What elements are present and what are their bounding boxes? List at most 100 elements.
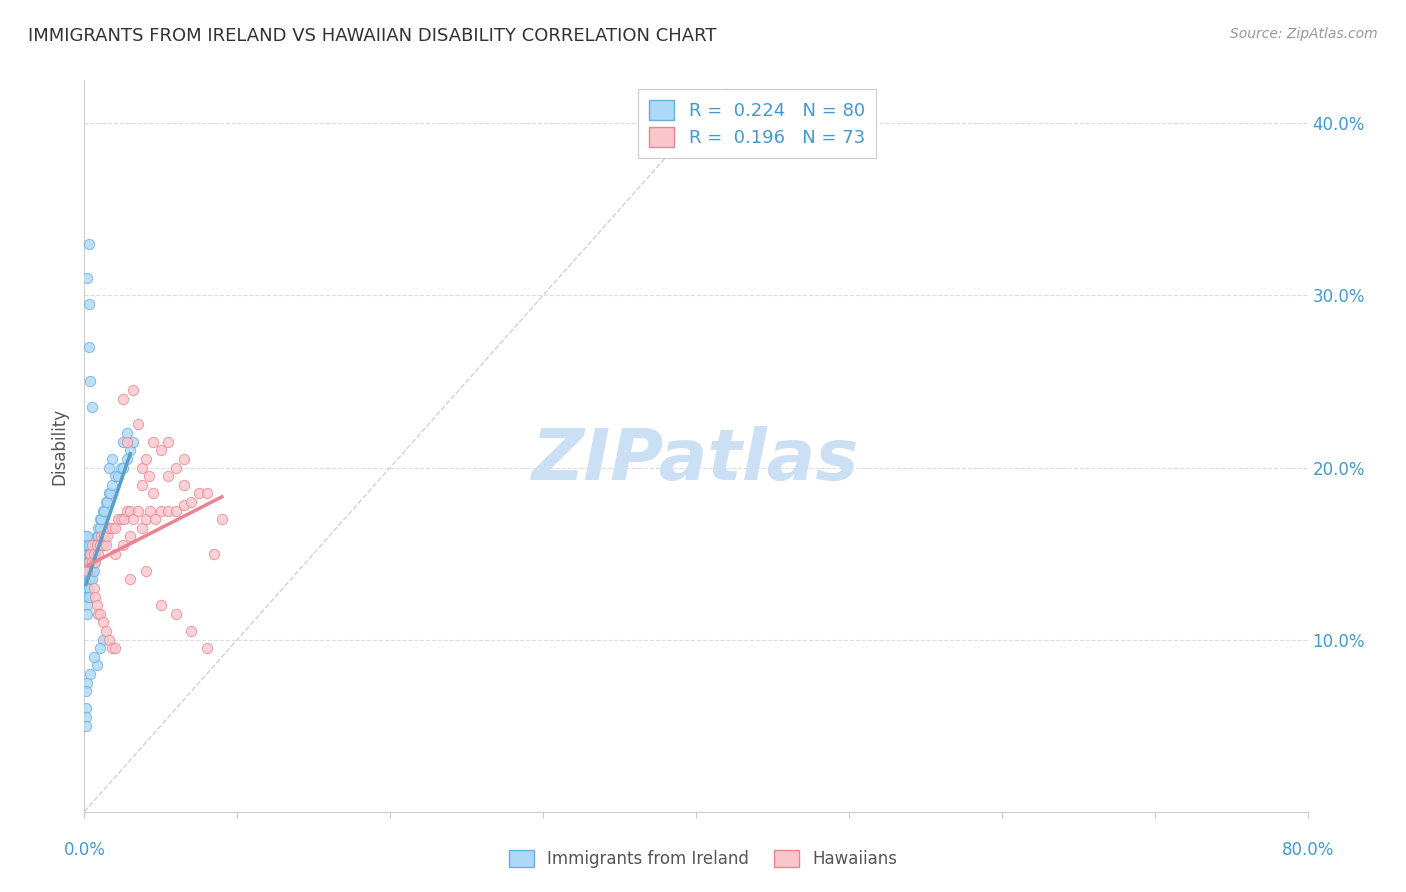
Point <box>91 538 114 552</box>
Text: IMMIGRANTS FROM IRELAND VS HAWAIIAN DISABILITY CORRELATION CHART: IMMIGRANTS FROM IRELAND VS HAWAIIAN DISA… <box>28 27 717 45</box>
Point <box>104 547 127 561</box>
Point <box>83 555 105 569</box>
Point <box>94 495 117 509</box>
Point <box>83 547 105 561</box>
Point <box>115 451 138 466</box>
Point <box>83 581 105 595</box>
Point <box>77 590 100 604</box>
Point <box>138 469 160 483</box>
Point <box>79 375 101 389</box>
Point <box>94 538 117 552</box>
Point <box>149 443 172 458</box>
Point <box>86 598 108 612</box>
Point <box>87 547 110 561</box>
Point <box>79 564 101 578</box>
Point <box>149 598 172 612</box>
Point <box>104 641 127 656</box>
Point <box>86 538 108 552</box>
Point <box>77 573 100 587</box>
Point <box>80 555 103 569</box>
Point <box>79 555 101 569</box>
Point <box>173 477 195 491</box>
Point <box>79 573 101 587</box>
Point <box>127 503 149 517</box>
Legend: R =  0.224   N = 80, R =  0.196   N = 73: R = 0.224 N = 80, R = 0.196 N = 73 <box>638 89 876 158</box>
Point <box>101 451 124 466</box>
Point <box>84 547 107 561</box>
Point <box>77 538 100 552</box>
Point <box>111 538 134 552</box>
Point <box>111 392 134 406</box>
Point <box>91 632 114 647</box>
Point <box>83 649 105 664</box>
Point <box>157 469 180 483</box>
Point <box>76 675 98 690</box>
Point <box>165 503 187 517</box>
Point <box>120 503 142 517</box>
Point <box>87 607 110 621</box>
Point <box>98 486 121 500</box>
Point <box>143 512 166 526</box>
Point <box>131 477 153 491</box>
Point <box>77 555 100 569</box>
Point <box>96 495 118 509</box>
Point <box>122 512 145 526</box>
Point <box>75 581 97 595</box>
Point <box>122 434 145 449</box>
Point <box>188 486 211 500</box>
Point <box>84 538 107 552</box>
Legend: Immigrants from Ireland, Hawaiians: Immigrants from Ireland, Hawaiians <box>502 843 904 875</box>
Point <box>77 555 100 569</box>
Point <box>93 529 115 543</box>
Point <box>75 573 97 587</box>
Point <box>142 486 165 500</box>
Point <box>120 529 142 543</box>
Point <box>76 607 98 621</box>
Point <box>157 503 180 517</box>
Point <box>76 564 98 578</box>
Point <box>115 426 138 441</box>
Point <box>89 512 111 526</box>
Point <box>90 529 112 543</box>
Point <box>75 684 97 698</box>
Point <box>75 719 97 733</box>
Point <box>76 555 98 569</box>
Point <box>104 469 127 483</box>
Point <box>139 503 162 517</box>
Point <box>79 667 101 681</box>
Point <box>89 538 111 552</box>
Point <box>165 607 187 621</box>
Point <box>80 547 103 561</box>
Point <box>76 581 98 595</box>
Point <box>80 538 103 552</box>
Point <box>97 632 120 647</box>
Point <box>97 486 120 500</box>
Point <box>110 512 132 526</box>
Point <box>80 555 103 569</box>
Point <box>76 538 98 552</box>
Point <box>94 624 117 638</box>
Point <box>104 521 127 535</box>
Point <box>77 236 100 251</box>
Point <box>79 547 101 561</box>
Point <box>195 641 218 656</box>
Point <box>93 503 115 517</box>
Point <box>111 460 134 475</box>
Point <box>84 590 107 604</box>
Point <box>131 521 153 535</box>
Point <box>76 573 98 587</box>
Point <box>107 512 129 526</box>
Point <box>75 538 97 552</box>
Point <box>77 340 100 354</box>
Point <box>76 564 98 578</box>
Text: Source: ZipAtlas.com: Source: ZipAtlas.com <box>1230 27 1378 41</box>
Point <box>111 434 134 449</box>
Point <box>96 529 118 543</box>
Point <box>112 512 135 526</box>
Point <box>127 417 149 432</box>
Point <box>180 495 202 509</box>
Point <box>83 564 105 578</box>
Point <box>75 590 97 604</box>
Point <box>131 460 153 475</box>
Point <box>157 434 180 449</box>
